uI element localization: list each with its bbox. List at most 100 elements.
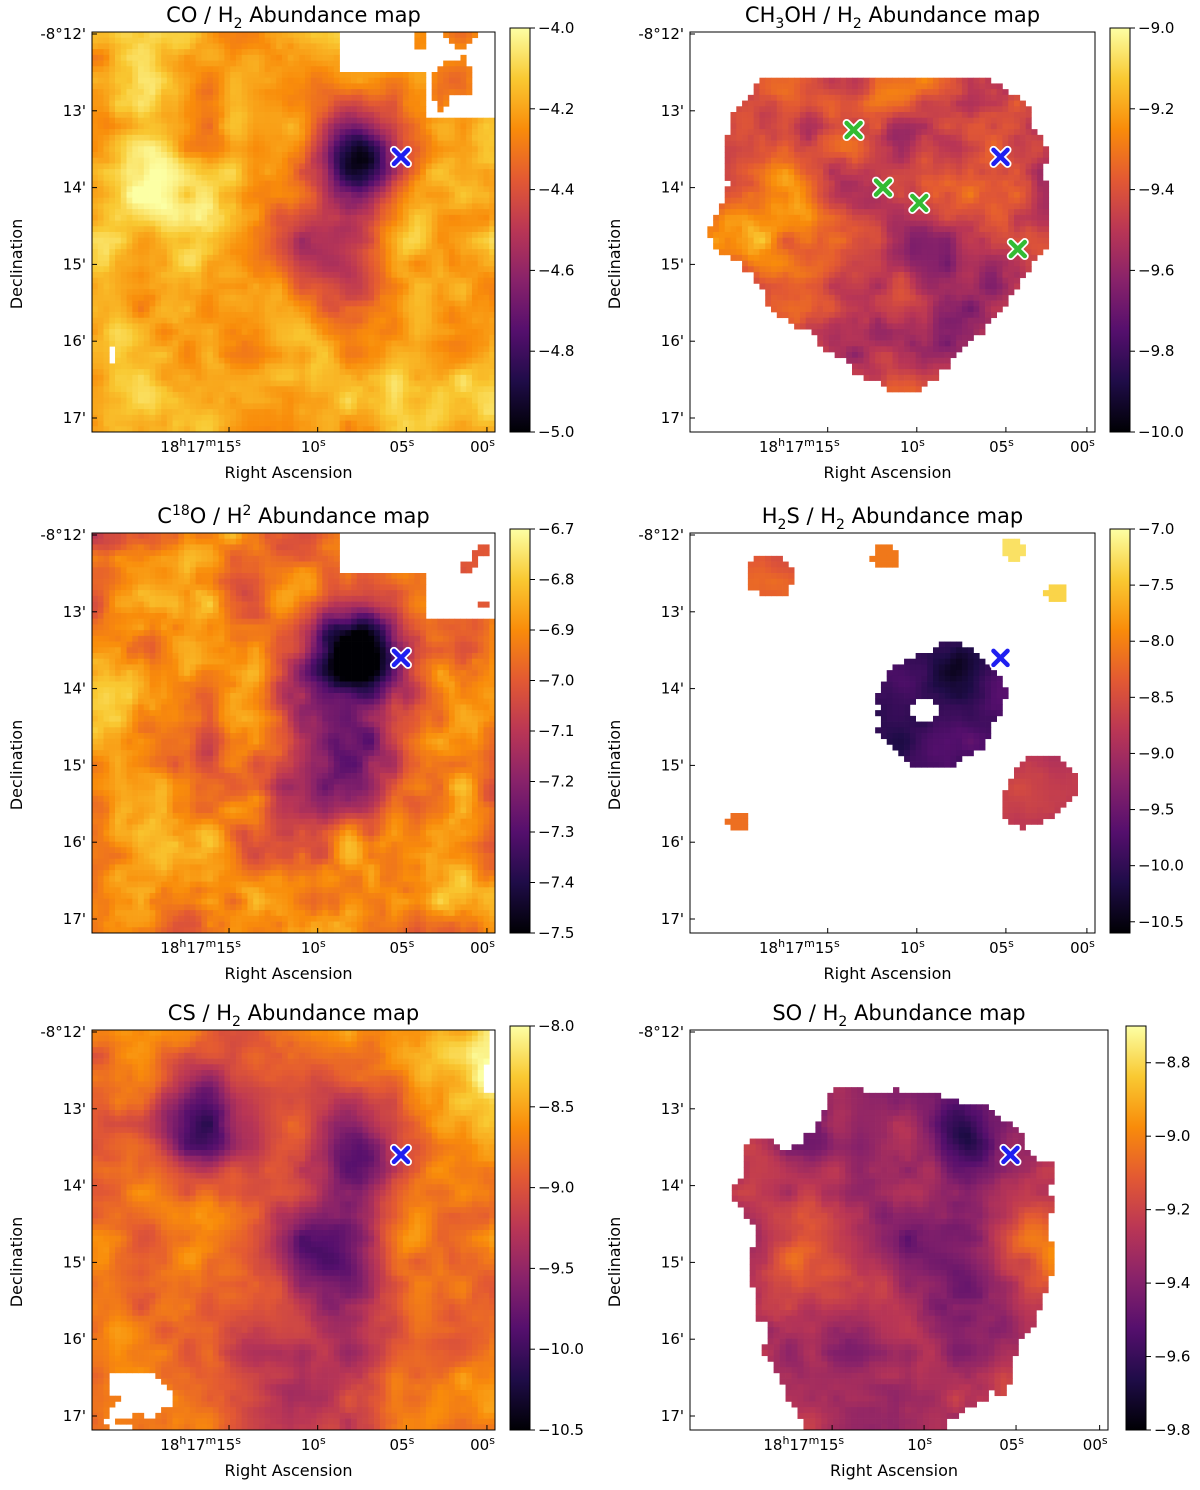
- heatmap-cell: [448, 340, 456, 347]
- heatmap-cell: [448, 186, 456, 193]
- heatmap-cell: [362, 192, 369, 199]
- heatmap-cell: [408, 226, 415, 233]
- heatmap-cell: [235, 232, 243, 239]
- heatmap-cell: [230, 140, 237, 147]
- heatmap-cell: [489, 209, 496, 216]
- heatmap-cell: [483, 209, 490, 216]
- x-tick-part: s: [409, 436, 415, 449]
- heatmap-cell: [904, 100, 911, 107]
- heatmap-cell: [178, 220, 185, 227]
- heatmap-cell: [92, 380, 99, 387]
- heatmap-cell: [212, 306, 220, 313]
- heatmap-cell: [270, 374, 277, 381]
- heatmap-cell: [132, 266, 139, 273]
- heatmap-cell: [97, 306, 104, 313]
- heatmap-cell: [276, 329, 283, 336]
- heatmap-cell: [471, 403, 479, 410]
- heatmap-cell: [281, 329, 289, 336]
- heatmap-cell: [195, 369, 202, 376]
- heatmap-cell: [276, 180, 283, 187]
- heatmap-cell: [339, 374, 346, 381]
- heatmap-cell: [235, 380, 243, 387]
- heatmap-cell: [305, 209, 312, 216]
- heatmap-cell: [253, 340, 260, 347]
- heatmap-cell: [178, 254, 185, 261]
- heatmap-cell: [184, 386, 191, 393]
- heatmap-cell: [184, 146, 191, 153]
- heatmap-cell: [276, 272, 283, 279]
- heatmap-cell: [425, 209, 433, 216]
- heatmap-cell: [270, 54, 277, 61]
- heatmap-cell: [287, 54, 294, 61]
- heatmap-cell: [132, 294, 139, 301]
- heatmap-cell: [374, 380, 381, 387]
- heatmap-cell: [103, 243, 110, 250]
- heatmap-cell: [161, 203, 168, 210]
- heatmap-cell: [362, 312, 369, 319]
- heatmap-cell: [92, 174, 99, 181]
- heatmap-cell: [235, 352, 243, 359]
- heatmap-cell: [420, 426, 427, 433]
- heatmap-cell: [155, 289, 162, 296]
- heatmap-cell: [431, 260, 438, 267]
- heatmap-cell: [120, 380, 127, 387]
- heatmap-cell: [109, 117, 116, 124]
- heatmap-cell: [126, 369, 133, 376]
- heatmap-cell: [161, 180, 168, 187]
- heatmap-cell: [132, 169, 139, 176]
- heatmap-cell: [322, 352, 329, 359]
- heatmap-cell: [241, 352, 248, 359]
- heatmap-cell: [466, 134, 473, 141]
- heatmap-cell: [345, 369, 352, 376]
- heatmap-cell: [362, 203, 369, 210]
- heatmap-cell: [224, 77, 231, 84]
- heatmap-cell: [161, 43, 168, 50]
- heatmap-cell: [120, 363, 127, 370]
- heatmap-cell: [345, 197, 352, 204]
- heatmap-cell: [437, 346, 444, 353]
- heatmap-cell: [143, 363, 150, 370]
- heatmap-cell: [212, 32, 220, 39]
- heatmap-cell: [287, 249, 294, 256]
- heatmap-cell: [287, 123, 294, 130]
- heatmap-cell: [115, 294, 122, 301]
- heatmap-cell: [454, 363, 461, 370]
- heatmap-cell: [287, 363, 294, 370]
- heatmap-cell: [310, 334, 317, 341]
- heatmap-cell: [471, 180, 479, 187]
- heatmap-cell: [310, 369, 317, 376]
- heatmap-cell: [374, 174, 381, 181]
- heatmap-cell: [448, 323, 456, 330]
- heatmap-cell: [460, 426, 467, 433]
- heatmap-cell: [149, 312, 156, 319]
- heatmap-cell: [189, 414, 196, 421]
- heatmap-cell: [402, 283, 409, 290]
- heatmap-cell: [454, 329, 461, 336]
- heatmap-cell: [437, 352, 444, 359]
- heatmap-cell: [443, 60, 450, 67]
- heatmap-cell: [92, 249, 99, 256]
- heatmap-cell: [235, 346, 243, 353]
- heatmap-cell: [339, 140, 346, 147]
- heatmap-cell: [178, 209, 185, 216]
- heatmap-cell: [235, 386, 243, 393]
- heatmap-cell: [443, 289, 450, 296]
- heatmap-cell: [172, 43, 179, 50]
- heatmap-cell: [161, 260, 168, 267]
- heatmap-cell: [356, 89, 363, 96]
- heatmap-cell: [921, 106, 928, 113]
- heatmap-cell: [264, 232, 271, 239]
- heatmap-cell: [161, 112, 168, 119]
- heatmap-cell: [287, 352, 294, 359]
- heatmap-cell: [477, 214, 484, 221]
- heatmap-cell: [402, 232, 409, 239]
- heatmap-cell: [287, 254, 294, 261]
- heatmap-cell: [126, 209, 133, 216]
- heatmap-cell: [828, 89, 835, 96]
- heatmap-cell: [281, 180, 289, 187]
- heatmap-cell: [385, 426, 392, 433]
- heatmap-cell: [391, 72, 398, 79]
- heatmap-cell: [368, 226, 375, 233]
- heatmap-cell: [471, 300, 479, 307]
- heatmap-cell: [857, 77, 864, 84]
